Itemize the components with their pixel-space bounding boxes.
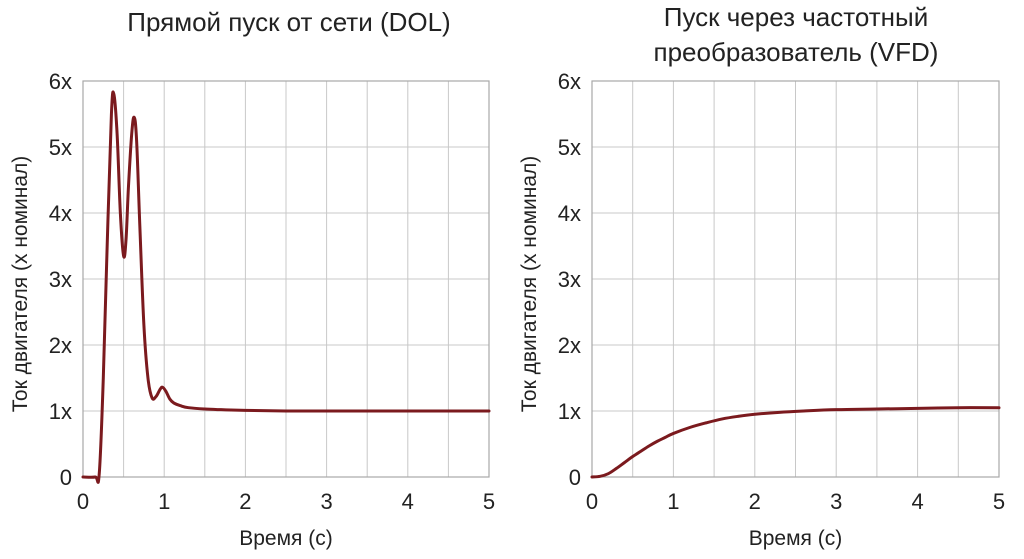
chart-1-series-line [81, 90, 491, 484]
chart-2-y-tick-label: 1x [558, 399, 581, 424]
chart-1-plot-frame [82, 80, 490, 478]
chart-2-x-tick-label: 1 [667, 489, 679, 514]
chart-2-title-line-2: преобразователь (VFD) [654, 37, 939, 67]
chart-1-x-tick-label: 3 [320, 489, 332, 514]
chart-2-x-tick-label: 2 [749, 489, 761, 514]
chart-1-y-tick-label: 6x [49, 69, 72, 94]
chart-2-plot-frame [591, 80, 1000, 478]
chart-1-y-tick-label: 0 [60, 465, 72, 490]
chart-2-title-line-1: Пуск через частотный [664, 2, 928, 32]
chart-2-y-tick-label: 3x [558, 267, 581, 292]
chart-1-group: Прямой пуск от сети (DOL) 0 1 2 3 4 5 0 1x 2x 3x 4x… [9, 7, 495, 550]
chart-1-x-tick-label: 2 [239, 489, 251, 514]
chart-1-y-axis-label: Ток двигателя (x номинал) [9, 156, 32, 413]
chart-1-x-tick-label: 5 [483, 489, 495, 514]
chart-2-y-axis-label: Ток двигателя (x номинал) [518, 156, 541, 413]
chart-1-x-axis-label: Время (с) [239, 527, 333, 550]
chart-1-x-tick-label: 4 [402, 489, 414, 514]
chart-2-x-tick-label: 3 [830, 489, 842, 514]
chart-1-title: Прямой пуск от сети (DOL) [127, 7, 450, 37]
chart-1-x-tick-label: 1 [158, 489, 170, 514]
chart-2-y-tick-label: 0 [569, 465, 581, 490]
chart-2-y-tick-label: 5x [558, 135, 581, 160]
chart-1-y-tick-label: 5x [49, 135, 72, 160]
chart-1-y-tick-label: 3x [49, 267, 72, 292]
chart-1-y-tick-label: 1x [49, 399, 72, 424]
chart-2-series-line [590, 406, 1001, 479]
chart-2-y-tick-label: 2x [558, 333, 581, 358]
chart-1-y-tick-label: 4x [49, 201, 72, 226]
chart-2-y-tick-label: 4x [558, 201, 581, 226]
chart-2-group: Пуск через частотный преобразователь (VFD… [518, 2, 1005, 550]
chart-2-x-tick-label: 0 [586, 489, 598, 514]
chart-1-x-tick-label: 0 [77, 489, 89, 514]
chart-2-x-axis-label: Время (с) [749, 527, 843, 550]
chart-2-y-tick-label: 6x [558, 69, 581, 94]
chart-2-x-tick-label: 4 [911, 489, 923, 514]
chart-2-x-tick-label: 5 [993, 489, 1005, 514]
chart-1-y-tick-label: 2x [49, 333, 72, 358]
